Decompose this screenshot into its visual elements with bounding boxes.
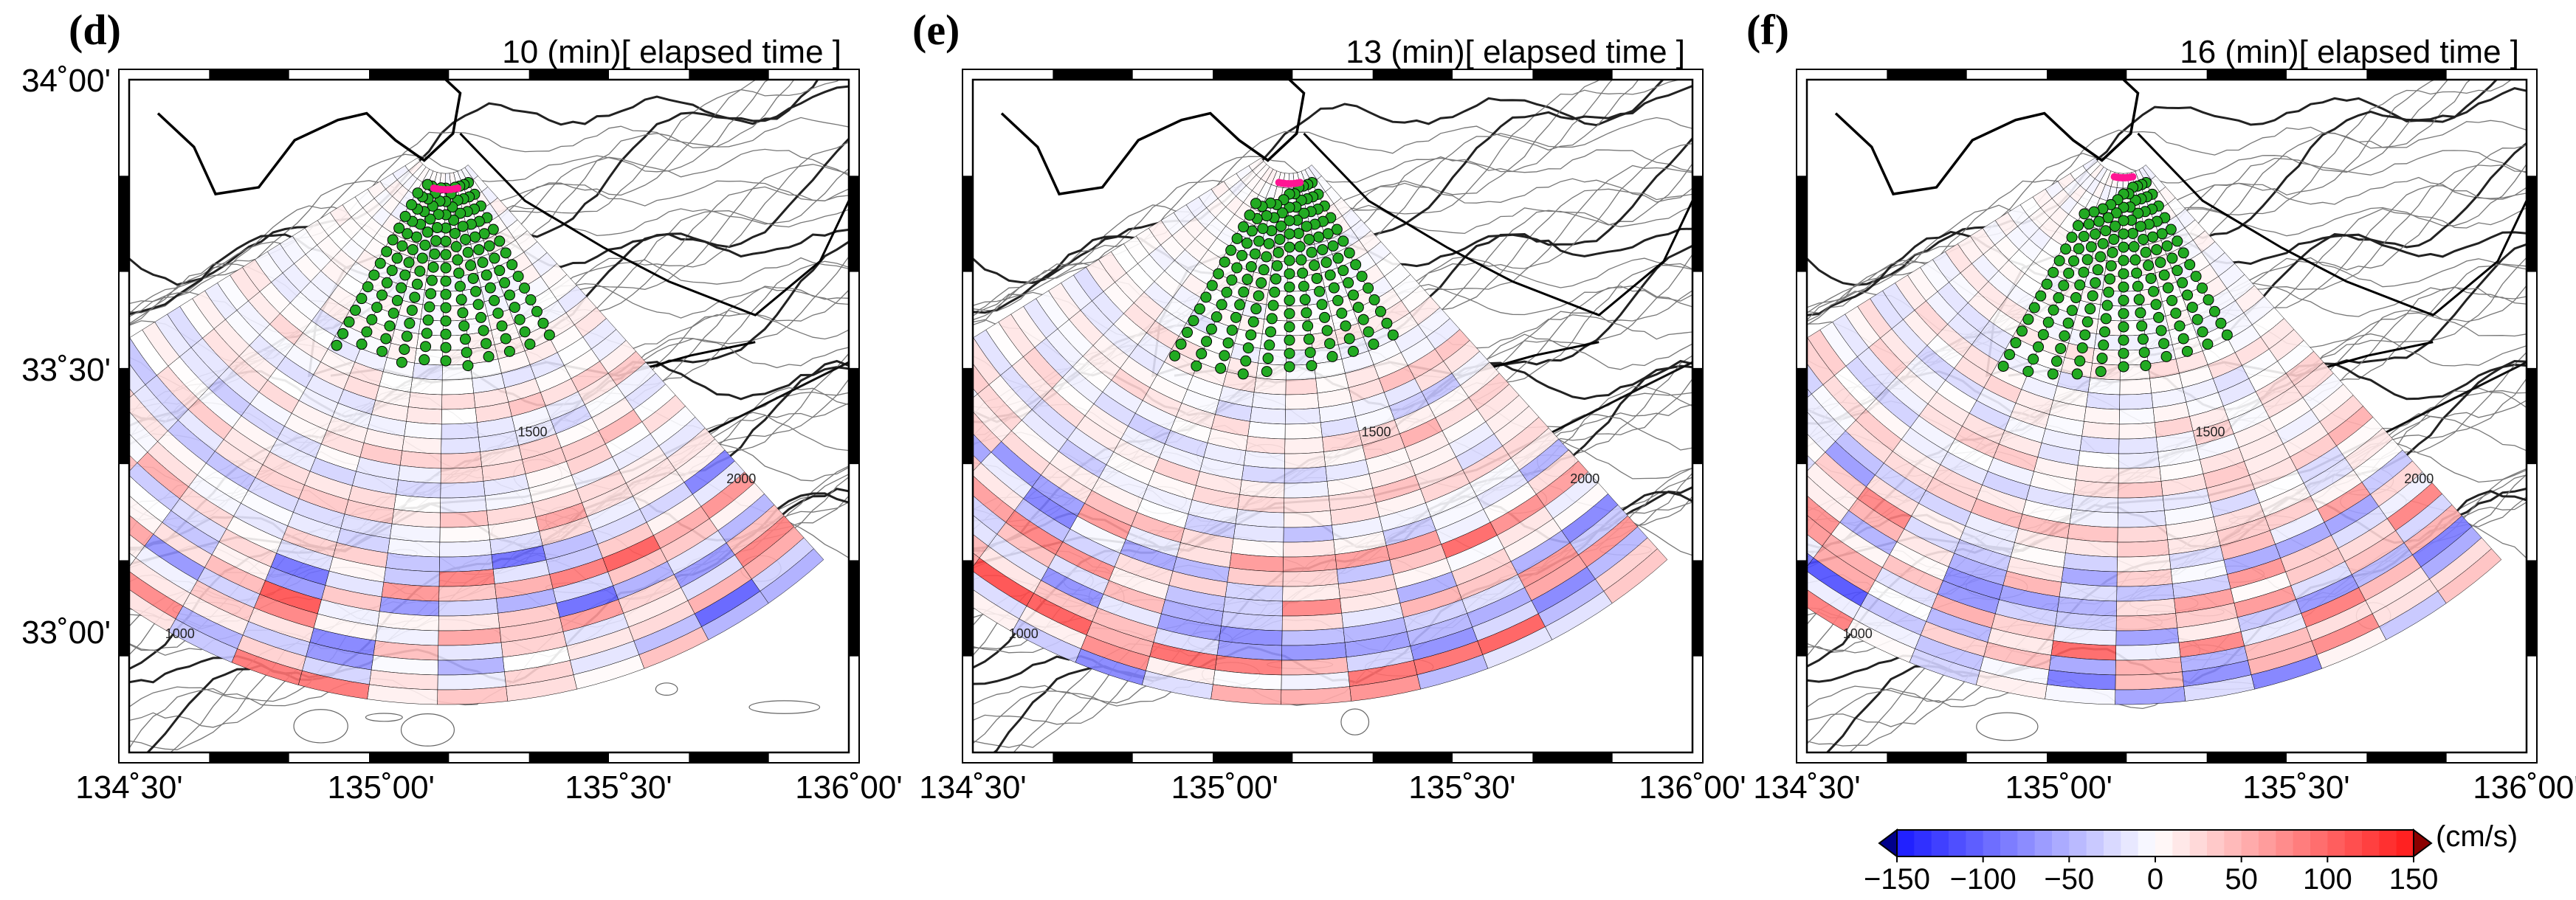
x-tick-label: 134˚30': [919, 769, 1026, 806]
contour-label: 1000: [1843, 626, 1873, 641]
colorbar-tick-label: −100: [1950, 863, 2017, 896]
x-tick-label: 135˚30': [2242, 769, 2349, 806]
contour-label: 1000: [165, 626, 195, 641]
colorbar-tick-label: 150: [2389, 863, 2439, 896]
front-markers: [430, 184, 462, 194]
contour-label: 1500: [2196, 424, 2225, 439]
map-panel-0: 1500 2000 1000 (d) 10 (min)[ elapsed time ] 1…: [21, 6, 903, 806]
front-markers: [2110, 173, 2137, 182]
x-tick-label: 136˚00': [2473, 769, 2576, 806]
panel-letter: (f): [1746, 6, 1789, 54]
front-markers: [1275, 179, 1304, 188]
colorbar-tick-label: 0: [2147, 863, 2163, 896]
colorbar: −150 −100 −50 0 50 100 150 (cm/s): [1864, 820, 2518, 896]
panel-caption: 16 (min)[ elapsed time ]: [2180, 34, 2519, 70]
contour-label: 2000: [1570, 471, 1599, 486]
contour-label: 1000: [1009, 626, 1039, 641]
x-tick-label: 136˚00': [795, 769, 902, 806]
colorbar-tick-label: −150: [1864, 863, 1930, 896]
x-tick-label: 135˚00': [1171, 769, 1278, 806]
map-panel-1: 1500 2000 1000 (e) 13 (min)[ elapsed time ] 1…: [912, 6, 1746, 806]
panel-caption: 10 (min)[ elapsed time ]: [502, 34, 841, 70]
contour-label: 1500: [1362, 424, 1391, 439]
panels: 1500 2000 1000 (d) 10 (min)[ elapsed time ] 1…: [21, 6, 2576, 806]
panel-letter: (e): [912, 6, 960, 54]
frame-bars: [1796, 69, 2538, 764]
colorbar-tick-label: 50: [2225, 863, 2258, 896]
colorbar-unit: (cm/s): [2436, 820, 2518, 853]
colorbar-max-arrow: [2413, 828, 2433, 858]
map-panel-2: 1500 2000 1000 (f) 16 (min)[ elapsed time ] 1…: [1746, 6, 2576, 806]
x-tick-label: 136˚00': [1639, 769, 1746, 806]
x-tick-label: 135˚00': [328, 769, 435, 806]
x-tick-label: 135˚00': [2005, 769, 2112, 806]
panel-caption: 13 (min)[ elapsed time ]: [1346, 34, 1685, 70]
contour-label: 2000: [2404, 471, 2434, 486]
y-tick-label: 34˚00': [21, 63, 111, 99]
x-tick-label: 134˚30': [75, 769, 182, 806]
contour-label: 1500: [518, 424, 548, 439]
radar-velocity-fan: [1807, 157, 2502, 705]
frame-bars: [118, 69, 860, 764]
x-tick-label: 135˚30': [565, 769, 672, 806]
colorbar-min-arrow: [1878, 828, 1898, 858]
colorbar-tick-label: 100: [2303, 863, 2352, 896]
tracer-markers: [331, 176, 555, 372]
y-tick-label: 33˚00': [21, 615, 111, 651]
y-tick-label: 33˚30': [21, 352, 111, 388]
tracer-markers: [1169, 176, 1399, 380]
x-tick-label: 135˚30': [1408, 769, 1515, 806]
tracer-markers: [1997, 176, 2233, 380]
contour-label: 2000: [726, 471, 756, 486]
frame-bars: [962, 69, 1704, 764]
x-tick-label: 134˚30': [1753, 769, 1860, 806]
panel-letter: (d): [69, 6, 121, 54]
colorbar-tick-label: −50: [2044, 863, 2094, 896]
